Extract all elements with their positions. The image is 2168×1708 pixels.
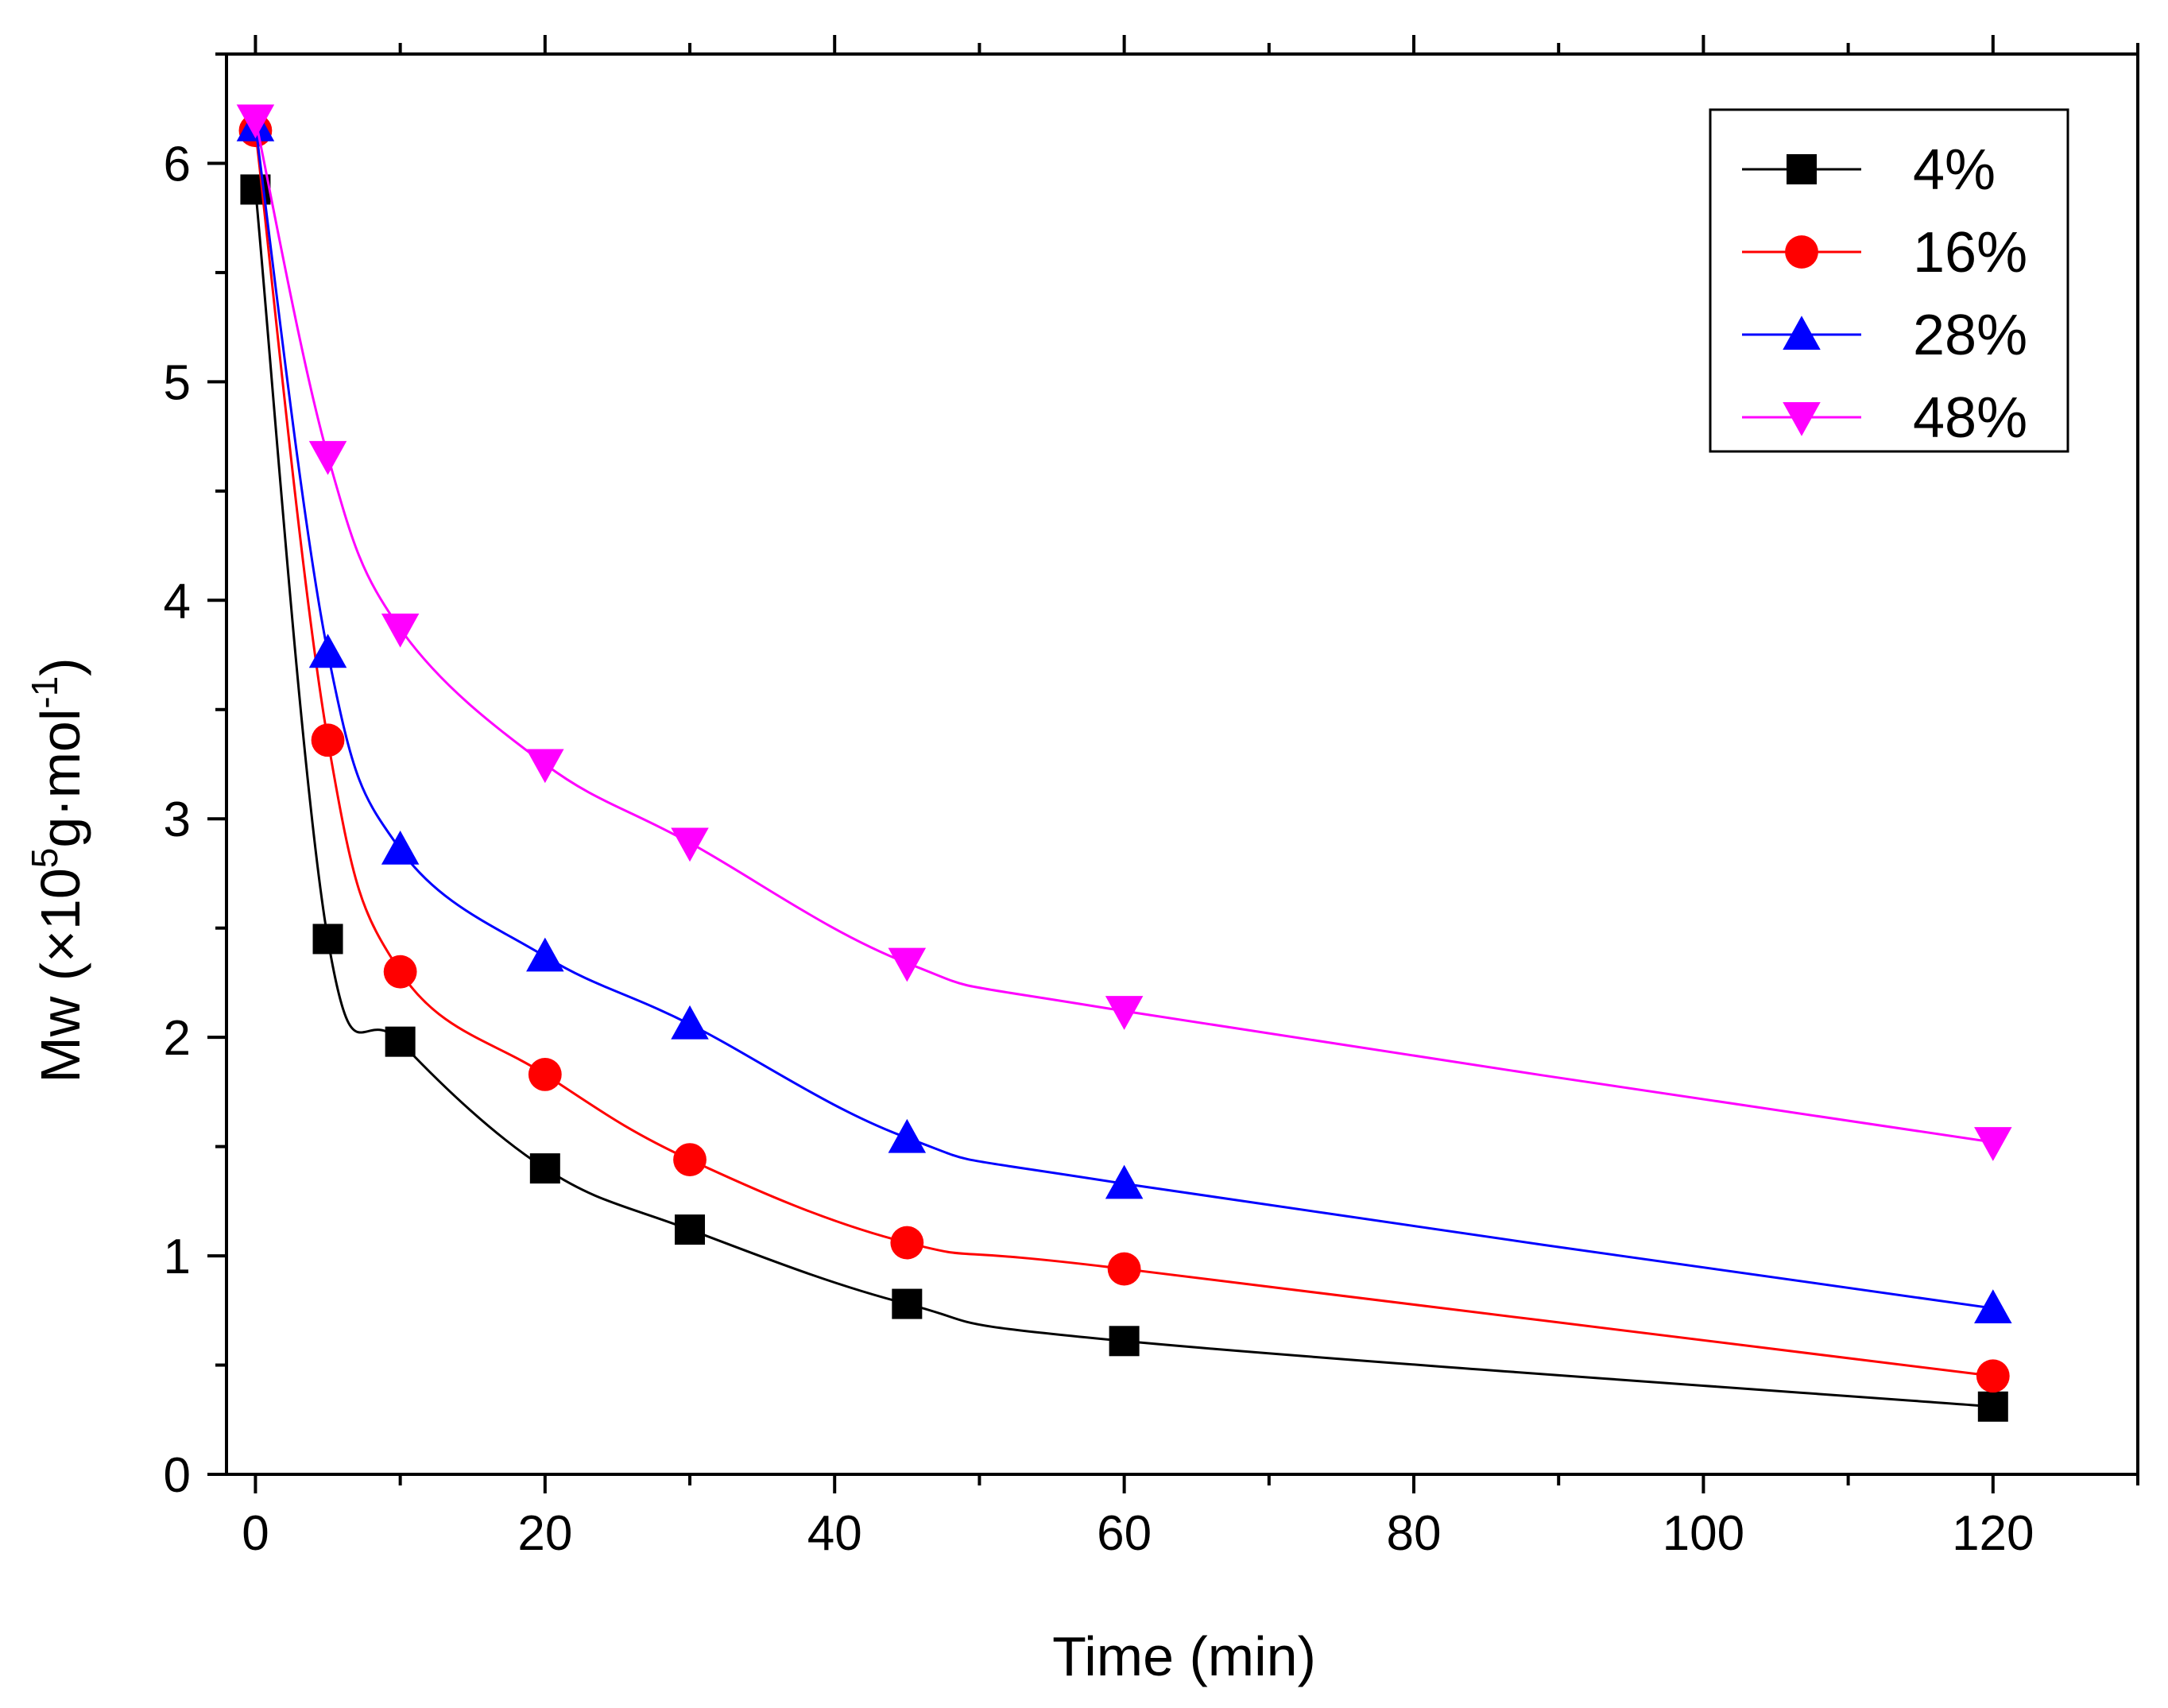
data-point bbox=[671, 827, 709, 862]
y-axis-label-middle: g·mol bbox=[29, 709, 91, 848]
x-tick-label: 0 bbox=[242, 1506, 269, 1561]
data-point bbox=[529, 1153, 560, 1184]
series-4pct bbox=[240, 174, 2008, 1422]
data-point bbox=[383, 955, 417, 989]
y-tick-label: 5 bbox=[164, 355, 191, 410]
data-point bbox=[236, 104, 275, 139]
legend-marker bbox=[1785, 235, 1818, 269]
legend: 4% 16% 28% 48% bbox=[1709, 108, 2069, 453]
data-point bbox=[312, 924, 343, 955]
data-point bbox=[1977, 1391, 2008, 1422]
data-point bbox=[311, 723, 345, 757]
x-axis-label: Time (min) bbox=[1052, 1625, 1316, 1687]
data-point bbox=[308, 633, 347, 668]
y-tick-label: 4 bbox=[164, 574, 191, 629]
data-point bbox=[892, 1288, 923, 1319]
data-point bbox=[1105, 996, 1144, 1030]
legend-label: 28% bbox=[1913, 304, 2027, 367]
data-point bbox=[1109, 1326, 1140, 1357]
y-tick-label: 0 bbox=[164, 1448, 191, 1503]
series-line bbox=[254, 130, 1993, 1377]
data-point bbox=[385, 1026, 416, 1057]
y-tick-label: 1 bbox=[164, 1230, 191, 1284]
x-tick-label: 40 bbox=[807, 1506, 862, 1561]
legend-label: 48% bbox=[1913, 386, 2027, 450]
data-point bbox=[671, 1005, 709, 1040]
legend-marker bbox=[1787, 154, 1817, 184]
y-tick-label: 3 bbox=[164, 792, 191, 847]
plot-frame bbox=[225, 52, 2139, 1476]
x-tick-label: 80 bbox=[1387, 1506, 1442, 1561]
data-point bbox=[526, 749, 564, 784]
data-point bbox=[673, 1143, 707, 1177]
x-tick-label: 60 bbox=[1097, 1506, 1152, 1561]
data-point bbox=[381, 614, 420, 648]
y-tick-label: 2 bbox=[164, 1011, 191, 1066]
series-48pct bbox=[236, 104, 2012, 1161]
legend-marker bbox=[1783, 316, 1821, 350]
legend-box bbox=[1709, 108, 2069, 453]
data-point bbox=[1976, 1359, 2010, 1393]
x-tick-label: 20 bbox=[517, 1506, 572, 1561]
data-point bbox=[1974, 1289, 2012, 1324]
y-axis-label-suffix: ) bbox=[29, 657, 91, 676]
y-axis-label-prefix: Mw (×10 bbox=[29, 868, 91, 1083]
plot-area bbox=[236, 104, 2012, 1422]
x-tick-label: 100 bbox=[1663, 1506, 1744, 1561]
y-axis-label: Mw (×105g·mol-1) bbox=[24, 657, 91, 1083]
data-point bbox=[381, 830, 420, 865]
series-28pct bbox=[236, 107, 2012, 1324]
legend-label: 16% bbox=[1913, 221, 2027, 285]
data-point bbox=[528, 1057, 562, 1091]
data-point bbox=[888, 1118, 927, 1153]
data-point bbox=[890, 1226, 924, 1260]
data-point bbox=[1105, 1164, 1144, 1199]
data-point bbox=[1107, 1252, 1141, 1286]
axes: 0 20 40 60 80 100 120 0 1 2 3 4 5 6 bbox=[164, 35, 2139, 1561]
y-axis-label-exp2: -1 bbox=[24, 676, 65, 709]
data-point bbox=[526, 937, 564, 972]
y-tick-label: 6 bbox=[164, 137, 191, 192]
data-point bbox=[308, 440, 347, 475]
data-point bbox=[675, 1214, 706, 1245]
legend-label: 4% bbox=[1913, 138, 1996, 202]
x-tick-label: 120 bbox=[1952, 1506, 2034, 1561]
y-axis-label-exp1: 5 bbox=[24, 848, 65, 869]
legend-marker bbox=[1783, 402, 1821, 436]
series-line bbox=[254, 189, 1993, 1408]
data-point bbox=[1974, 1127, 2012, 1161]
data-point bbox=[888, 947, 927, 982]
